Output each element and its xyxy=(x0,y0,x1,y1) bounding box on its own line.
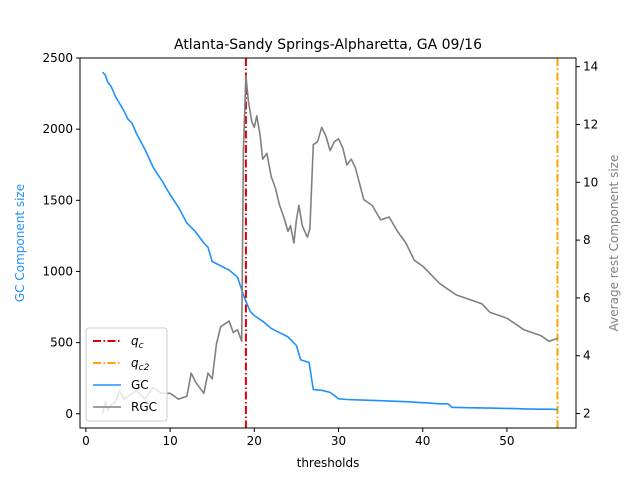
y-right-tick-label: 6 xyxy=(583,291,591,305)
y-left-tick-label: 0 xyxy=(65,407,73,421)
y-left-tick-label: 500 xyxy=(50,336,73,350)
y-left-tick-label: 1000 xyxy=(42,264,73,278)
legend-box xyxy=(85,327,168,422)
y-right-tick-label: 4 xyxy=(583,349,591,363)
x-axis-label: thresholds xyxy=(297,456,360,470)
plot-area: 0 10 20 30 40 5005001000150020002500246810121… xyxy=(42,51,598,448)
series-rgc-line xyxy=(101,74,558,414)
y-right-tick-label: 12 xyxy=(583,117,598,131)
legend-label-gc: GC xyxy=(131,378,149,392)
x-tick-label: 30 xyxy=(331,434,346,448)
x-tick-label: 10 xyxy=(162,434,177,448)
plot-frame xyxy=(79,57,577,429)
y-right-tick-label: 2 xyxy=(583,407,591,421)
x-tick-label: 20 xyxy=(247,434,262,448)
y-axis-label-right: Average rest Component size xyxy=(607,155,621,332)
y-right-tick-label: 10 xyxy=(583,175,598,189)
y-left-tick-label: 2500 xyxy=(42,51,73,65)
x-tick-label: 40 xyxy=(415,434,430,448)
series-gc-line xyxy=(102,71,558,411)
x-tick-label: 50 xyxy=(499,434,514,448)
y-right-tick-label: 8 xyxy=(583,233,591,247)
y-left-tick-label: 2000 xyxy=(42,122,73,136)
x-tick-label: 0 xyxy=(82,434,90,448)
y-right-tick-label: 14 xyxy=(583,60,598,74)
y-axis-label-left: GC Component size xyxy=(13,184,27,302)
legend-label-rgc: RGC xyxy=(131,400,157,414)
chart-title: Atlanta-Sandy Springs-Alpharetta, GA 09/… xyxy=(174,37,482,53)
y-left-tick-label: 1500 xyxy=(42,193,73,207)
